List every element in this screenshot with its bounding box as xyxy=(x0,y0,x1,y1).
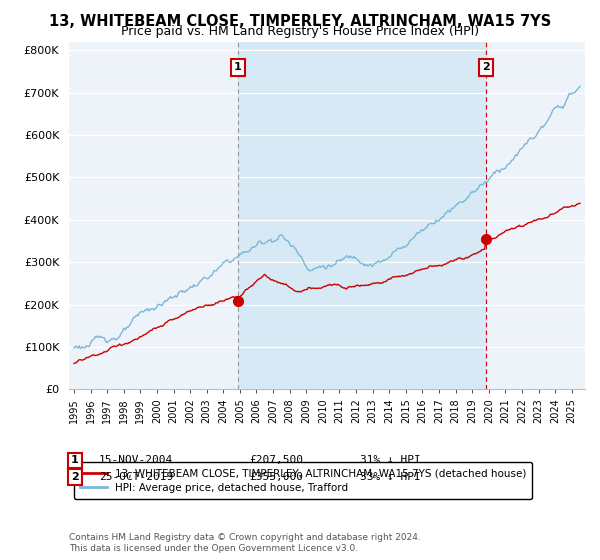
Text: 2: 2 xyxy=(71,472,79,482)
Text: Price paid vs. HM Land Registry's House Price Index (HPI): Price paid vs. HM Land Registry's House … xyxy=(121,25,479,38)
Text: 33% ↓ HPI: 33% ↓ HPI xyxy=(360,472,421,482)
Text: 31% ↓ HPI: 31% ↓ HPI xyxy=(360,455,421,465)
Text: Contains HM Land Registry data © Crown copyright and database right 2024.
This d: Contains HM Land Registry data © Crown c… xyxy=(69,533,421,553)
Text: £355,000: £355,000 xyxy=(249,472,303,482)
Text: 25-OCT-2019: 25-OCT-2019 xyxy=(99,472,173,482)
Text: 13, WHITEBEAM CLOSE, TIMPERLEY, ALTRINCHAM, WA15 7YS: 13, WHITEBEAM CLOSE, TIMPERLEY, ALTRINCH… xyxy=(49,14,551,29)
Text: 15-NOV-2004: 15-NOV-2004 xyxy=(99,455,173,465)
Text: £207,500: £207,500 xyxy=(249,455,303,465)
Text: 1: 1 xyxy=(71,455,79,465)
Legend: 13, WHITEBEAM CLOSE, TIMPERLEY, ALTRINCHAM, WA15 7YS (detached house), HPI: Aver: 13, WHITEBEAM CLOSE, TIMPERLEY, ALTRINCH… xyxy=(74,462,532,499)
Text: 2: 2 xyxy=(482,62,490,72)
Text: 1: 1 xyxy=(234,62,242,72)
Bar xyxy=(238,42,485,389)
